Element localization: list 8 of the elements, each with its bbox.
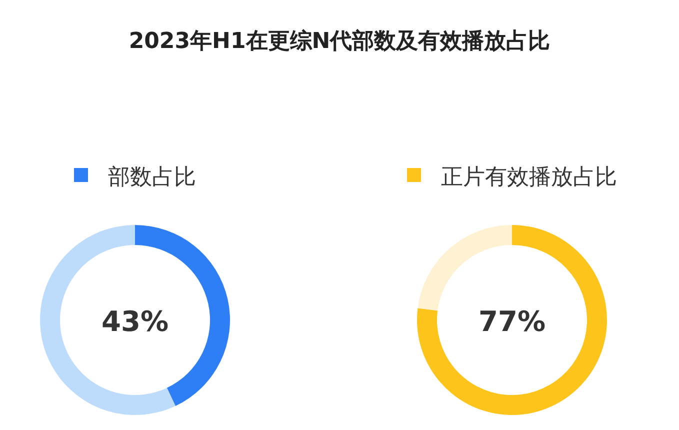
legend-label: 部数占比 (108, 165, 196, 190)
donut-slice (417, 225, 607, 415)
donut-slice (418, 225, 512, 311)
donut-slice (40, 225, 176, 415)
legend-label: 正片有效播放占比 (441, 165, 617, 190)
text: 2023年H1在更综N代部数及有效播放占比 (128, 28, 550, 54)
text: 43% (101, 305, 169, 338)
text: 77% (478, 305, 546, 338)
